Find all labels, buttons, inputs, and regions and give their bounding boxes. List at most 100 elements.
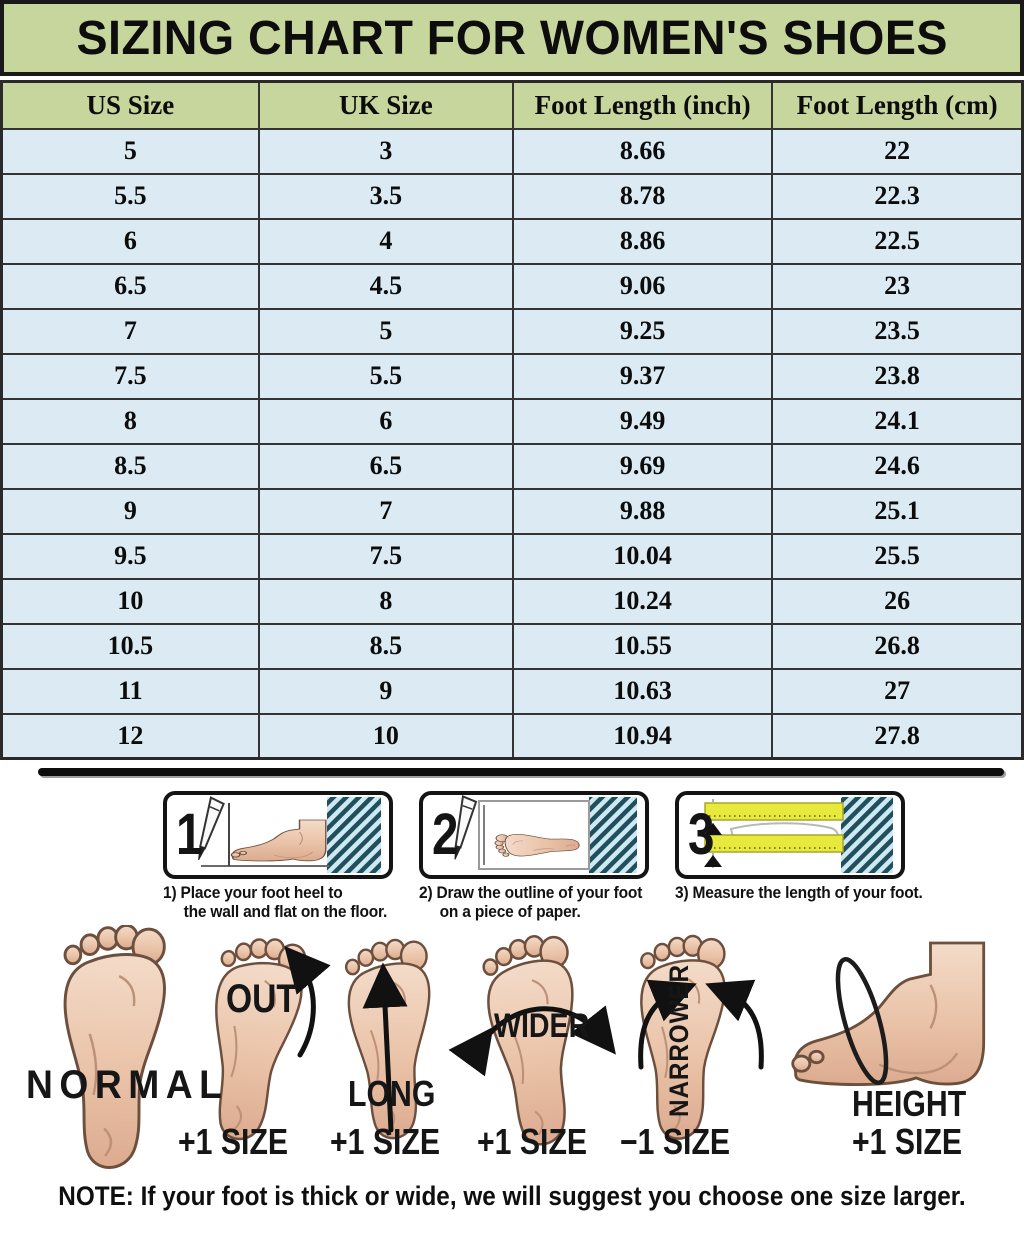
side-foot-illustration	[230, 819, 327, 862]
cell-uk-size: 7	[257, 487, 515, 535]
step-3-caption: 3) Measure the length of your foot.	[675, 884, 923, 902]
cell-foot-length-inch: 9.06	[511, 262, 774, 310]
cell-foot-length-inch: 10.63	[511, 667, 774, 715]
measure-step-2: 2 2) Draw the outline of your foot on a …	[419, 791, 649, 923]
narrower-arrow-right	[705, 979, 764, 1070]
cell-us-size: 7	[0, 307, 260, 355]
up-arrow-icon	[704, 823, 722, 835]
cell-foot-length-inch: 10.24	[511, 577, 774, 625]
measure-steps: 1 1) Place your foot heel to the wall an…	[163, 791, 923, 923]
step-2-drawing	[446, 795, 637, 873]
cell-uk-size: 9	[257, 667, 515, 715]
size-adjust-out: +1 SIZE	[178, 1120, 289, 1162]
step-1-caption: 1) Place your foot heel to the wall and …	[163, 884, 388, 922]
cell-uk-size: 5	[257, 307, 515, 355]
size-table-body: 5 3 8.66 22 5.5 3.5 8.78 22.3 6 4 8.86 2…	[0, 127, 1024, 760]
bottom-note: NOTE: If your foot is thick or wide, we …	[58, 1180, 966, 1211]
wall-hatch	[589, 797, 637, 873]
section-divider	[38, 768, 1004, 776]
table-row: 5 3 8.66 22	[0, 127, 1024, 175]
long-arrow	[362, 962, 408, 1133]
cell-foot-length-inch: 8.66	[511, 127, 774, 175]
table-row: 11 9 10.63 27	[0, 667, 1024, 715]
table-row: 6 4 8.86 22.5	[0, 217, 1024, 265]
step-3-illustration: 3	[675, 791, 905, 879]
table-row: 9.5 7.5 10.04 25.5	[0, 532, 1024, 580]
cell-us-size: 8.5	[0, 442, 260, 490]
cell-foot-length-cm: 22	[771, 127, 1024, 175]
page-title-band: SIZING CHART FOR WOMEN'S SHOES	[0, 0, 1024, 76]
table-row: 9 7 9.88 25.1	[0, 487, 1024, 535]
cell-us-size: 7.5	[0, 352, 260, 400]
label-long: LONG	[348, 1072, 436, 1114]
cell-us-size: 10	[0, 577, 260, 625]
cell-us-size: 9.5	[0, 532, 260, 580]
cell-foot-length-inch: 10.55	[511, 622, 774, 670]
cell-us-size: 5	[0, 127, 260, 175]
size-adjust-height: +1 SIZE	[852, 1120, 963, 1162]
cell-foot-length-inch: 9.25	[511, 307, 774, 355]
cell-foot-length-cm: 22.5	[771, 217, 1024, 265]
cell-foot-length-cm: 25.1	[771, 487, 1024, 535]
col-header-uk-size: UK Size	[257, 80, 515, 130]
cell-foot-length-cm: 24.6	[771, 442, 1024, 490]
table-row: 10 8 10.24 26	[0, 577, 1024, 625]
table-row: 7.5 5.5 9.37 23.8	[0, 352, 1024, 400]
cell-uk-size: 6.5	[257, 442, 515, 490]
table-row: 6.5 4.5 9.06 23	[0, 262, 1024, 310]
measure-step-1: 1 1) Place your foot heel to the wall an…	[163, 791, 393, 923]
cell-us-size: 12	[0, 712, 260, 760]
table-header-row: US Size UK Size Foot Length (inch) Foot …	[0, 80, 1024, 130]
cell-foot-length-inch: 8.86	[511, 217, 774, 265]
wall-hatch	[327, 797, 381, 873]
cell-foot-length-cm: 22.3	[771, 172, 1024, 220]
ruler	[704, 802, 844, 821]
fit-guide: NORMAL OUT LONG WIDER NARROWER HEIGHT +1…	[0, 924, 1024, 1177]
label-height: HEIGHT	[852, 1082, 967, 1124]
cell-foot-length-cm: 23.8	[771, 352, 1024, 400]
page-title: SIZING CHART FOR WOMEN'S SHOES	[76, 11, 948, 65]
step-number: 1	[176, 802, 203, 867]
narrower-arrow-left	[638, 979, 697, 1070]
cell-uk-size: 4	[257, 217, 515, 265]
cell-uk-size: 4.5	[257, 262, 515, 310]
cell-foot-length-cm: 23	[771, 262, 1024, 310]
wider-arrow	[448, 1005, 616, 1077]
label-narrower: NARROWER	[664, 963, 694, 1117]
size-adjust-narrower: −1 SIZE	[620, 1120, 731, 1162]
step-number: 3	[688, 802, 715, 867]
cell-uk-size: 6	[257, 397, 515, 445]
cell-foot-length-inch: 9.88	[511, 487, 774, 535]
cell-foot-length-inch: 9.37	[511, 352, 774, 400]
fit-guide-drawing	[56, 924, 986, 1171]
size-adjust-long: +1 SIZE	[330, 1120, 441, 1162]
size-adjust-wider: +1 SIZE	[477, 1120, 588, 1162]
ruler	[704, 834, 844, 853]
table-row: 12 10 10.94 27.8	[0, 712, 1024, 760]
cell-uk-size: 10	[257, 712, 515, 760]
cell-uk-size: 8	[257, 577, 515, 625]
cell-uk-size: 3.5	[257, 172, 515, 220]
cell-us-size: 8	[0, 397, 260, 445]
cell-foot-length-cm: 25.5	[771, 532, 1024, 580]
col-header-foot-length-cm: Foot Length (cm)	[771, 80, 1024, 130]
step-number: 2	[432, 802, 459, 867]
table-row: 8 6 9.49 24.1	[0, 397, 1024, 445]
table-row: 8.5 6.5 9.69 24.6	[0, 442, 1024, 490]
cell-us-size: 6	[0, 217, 260, 265]
foot-normal	[56, 924, 169, 1171]
wall-hatch	[841, 797, 893, 873]
cell-foot-length-inch: 10.04	[511, 532, 774, 580]
cell-uk-size: 8.5	[257, 622, 515, 670]
label-wider: WIDER	[494, 1006, 590, 1045]
cell-foot-length-cm: 26.8	[771, 622, 1024, 670]
cell-foot-length-cm: 27.8	[771, 712, 1024, 760]
cell-us-size: 5.5	[0, 172, 260, 220]
cell-uk-size: 5.5	[257, 352, 515, 400]
size-table: US Size UK Size Foot Length (inch) Foot …	[0, 80, 1024, 760]
paper-sheet	[478, 800, 590, 870]
cell-foot-length-inch: 9.69	[511, 442, 774, 490]
col-header-us-size: US Size	[0, 80, 260, 130]
cell-us-size: 10.5	[0, 622, 260, 670]
